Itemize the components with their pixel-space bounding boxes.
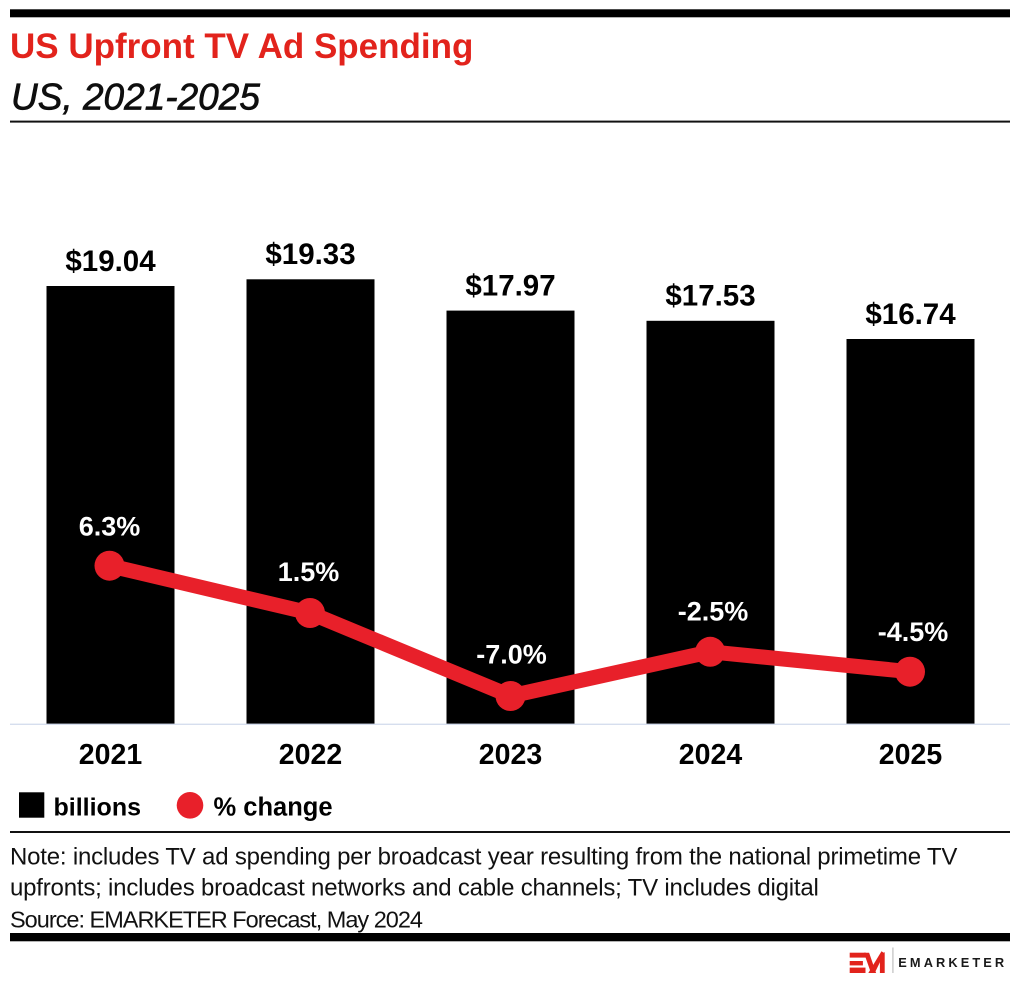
- svg-text:Note: includes TV ad spending: Note: includes TV ad spending per broadc…: [10, 843, 957, 870]
- svg-text:2022: 2022: [279, 739, 342, 771]
- svg-text:upfronts; includes broadcast n: upfronts; includes broadcast networks an…: [10, 874, 819, 901]
- svg-text:% change: % change: [214, 794, 333, 822]
- svg-text:6.3%: 6.3%: [79, 512, 141, 542]
- svg-text:-7.0%: -7.0%: [476, 639, 547, 669]
- svg-text:US Upfront TV Ad Spending: US Upfront TV Ad Spending: [10, 27, 473, 66]
- svg-text:-4.5%: -4.5%: [878, 617, 949, 647]
- svg-text:$17.53: $17.53: [665, 280, 755, 313]
- svg-text:1.5%: 1.5%: [278, 557, 340, 587]
- svg-text:$16.74: $16.74: [865, 298, 956, 331]
- svg-text:EMARKETER: EMARKETER: [898, 955, 1007, 970]
- svg-text:$19.04: $19.04: [65, 245, 156, 278]
- svg-text:Source: EMARKETER Forecast, Ma: Source: EMARKETER Forecast, May 2024: [10, 906, 423, 932]
- svg-text:2023: 2023: [479, 739, 542, 771]
- svg-text:$17.97: $17.97: [465, 269, 555, 302]
- svg-text:2021: 2021: [79, 739, 143, 771]
- svg-text:US, 2021-2025: US, 2021-2025: [11, 77, 260, 118]
- svg-text:2025: 2025: [879, 739, 943, 771]
- svg-text:2024: 2024: [679, 739, 743, 771]
- svg-text:-2.5%: -2.5%: [678, 596, 749, 626]
- svg-text:$19.33: $19.33: [265, 238, 355, 271]
- svg-text:billions: billions: [54, 794, 142, 822]
